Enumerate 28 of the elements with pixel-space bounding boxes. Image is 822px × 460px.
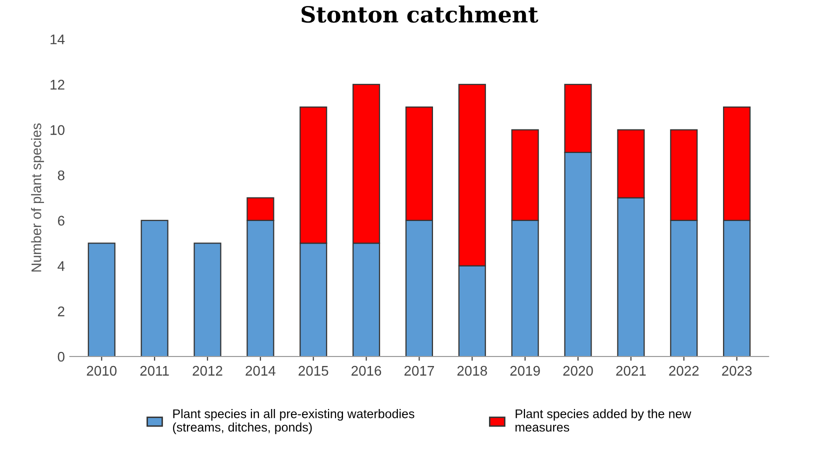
x-tick-label: 2011: [140, 366, 169, 376]
y-tick-label: 4: [58, 261, 65, 271]
y-tick-label: 8: [58, 170, 64, 180]
x-tick-label: 2019: [510, 366, 540, 376]
x-tick-label: 2020: [563, 366, 593, 376]
y-tick-label: 14: [50, 34, 65, 44]
x-tick-label: 2010: [86, 366, 117, 376]
x-tick-label: 2018: [457, 366, 487, 376]
x-tick-label: 2015: [298, 366, 328, 376]
bar: [194, 242, 222, 356]
y-tick-label: 0: [58, 352, 64, 362]
bar: [88, 242, 116, 356]
y-tick-label: 12: [50, 80, 64, 90]
x-tick-label: 2021: [616, 366, 646, 376]
bar: [140, 220, 168, 356]
x-tick-label: 2017: [404, 366, 434, 376]
x-tick-label: 2016: [352, 366, 382, 376]
y-tick-label: 6: [58, 216, 64, 226]
legend-label: Plant species added by the new measures: [516, 409, 692, 432]
y-tick-label: 10: [50, 125, 64, 135]
x-tick-label: 2012: [192, 366, 222, 376]
x-tick-label: 2023: [722, 366, 752, 376]
x-tick-label: 2022: [669, 366, 699, 376]
legend-label: Plant species in all pre-existing waterbodies (streams, ditches, ponds): [173, 409, 414, 434]
chart-title: Stonton catchment: [302, 6, 538, 23]
y-axis-title: Number of plant species: [31, 123, 44, 272]
x-tick-label: 2014: [246, 366, 276, 376]
y-tick-label: 2: [58, 306, 64, 316]
